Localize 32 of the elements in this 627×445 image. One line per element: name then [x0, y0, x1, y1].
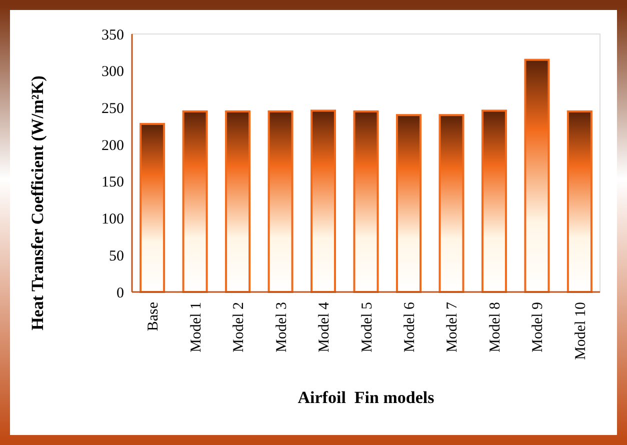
y-tick-label: 50 — [109, 248, 124, 264]
bar — [566, 110, 592, 293]
x-tick-label: Model 5 — [359, 302, 376, 352]
bar — [140, 122, 166, 293]
bar — [310, 110, 336, 293]
y-axis-title: Heat Transfer Coefficient (W/m²K) — [28, 76, 47, 330]
y-tick-label: 300 — [102, 64, 124, 80]
y-tick-label: 350 — [102, 27, 124, 44]
x-tick-label: Model 2 — [231, 302, 248, 352]
bar — [225, 110, 251, 293]
bar — [353, 110, 379, 293]
bar — [481, 110, 507, 293]
bar — [268, 110, 294, 293]
x-tick-label: Model 7 — [444, 302, 461, 352]
y-tick-label: 100 — [102, 212, 124, 228]
x-tick-label: Model 9 — [530, 302, 546, 352]
x-tick-label: Model 6 — [402, 302, 418, 352]
y-tick-label: 200 — [102, 138, 124, 154]
bar — [438, 114, 464, 293]
bar — [182, 110, 208, 293]
bar — [524, 58, 550, 293]
x-tick-label: Model 8 — [487, 302, 504, 352]
x-tick-label: Model 4 — [316, 302, 333, 352]
x-tick-label: Model 10 — [572, 302, 589, 360]
y-tick-label: 250 — [102, 100, 124, 117]
bar — [396, 114, 422, 293]
x-tick-label: Model 1 — [188, 302, 204, 352]
x-tick-label: Base — [146, 302, 162, 332]
x-tick-label: Model 3 — [274, 302, 290, 352]
y-tick-label: 150 — [102, 174, 124, 191]
y-tick-label: 0 — [116, 285, 124, 302]
x-axis-title: Airfoil Fin models — [298, 388, 435, 407]
